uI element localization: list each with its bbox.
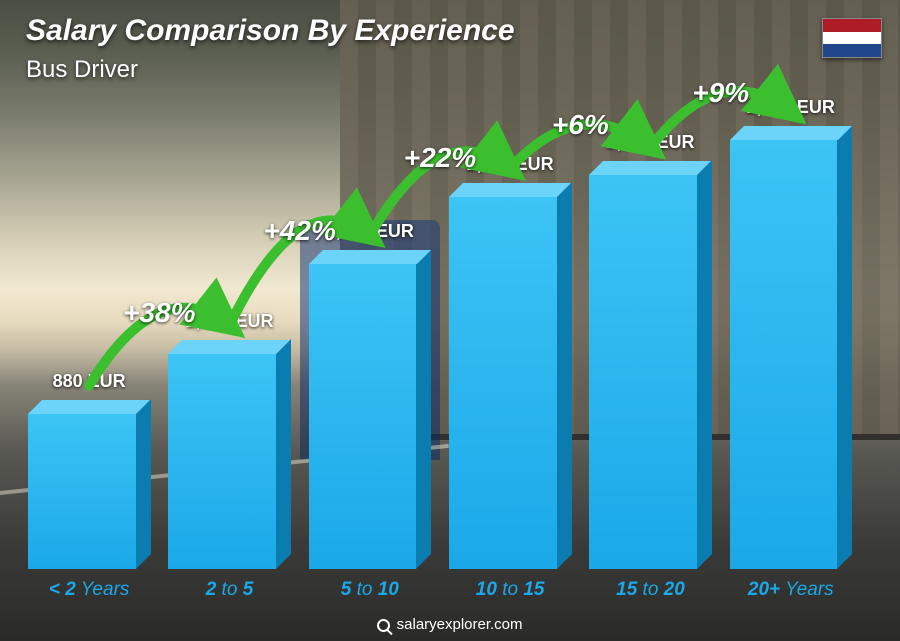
bar: 2,430 EUR	[730, 140, 852, 569]
bar: 2,230 EUR	[589, 175, 711, 569]
bar-front	[309, 264, 417, 569]
bar-top-face	[309, 250, 431, 264]
bar-value-label: 2,230 EUR	[606, 132, 694, 153]
x-axis: < 2 Years 2 to 5 5 to 10 10 to 15 15 to 20 20…	[28, 579, 852, 601]
bar: 880 EUR	[28, 414, 150, 569]
bar-slot: 1,730 EUR	[309, 110, 431, 569]
flag-netherlands	[822, 18, 882, 58]
bar-front	[449, 197, 557, 569]
flag-stripe-2	[823, 44, 881, 57]
x-axis-label: 15 to 20	[589, 579, 711, 601]
pct-badge: +9%	[692, 77, 749, 109]
bar-value-label: 2,430 EUR	[747, 97, 835, 118]
chart-title: Salary Comparison By Experience	[26, 14, 515, 48]
footer-attribution: salaryexplorer.com	[0, 616, 900, 633]
bar-slot: 2,430 EUR	[730, 110, 852, 569]
bar: 1,220 EUR	[168, 354, 290, 569]
pct-badge: +38%	[123, 297, 195, 329]
bar-slot: 2,230 EUR	[589, 110, 711, 569]
bar-front	[589, 175, 697, 569]
pct-badge: +22%	[404, 142, 476, 174]
bar-top-face	[730, 126, 852, 140]
bar-slot: 2,110 EUR	[449, 110, 571, 569]
bar-slot: 1,220 EUR	[168, 110, 290, 569]
bar-side	[276, 339, 291, 569]
bar-value-label: 2,110 EUR	[467, 154, 554, 175]
chart-canvas: Salary Comparison By Experience Bus Driv…	[0, 0, 900, 641]
bar-chart-area: 880 EUR1,220 EUR1,730 EUR2,110 EUR2,230 …	[28, 110, 852, 569]
footer-text: salaryexplorer.com	[397, 616, 523, 633]
bar-top-face	[28, 400, 150, 414]
flag-stripe-1	[823, 32, 881, 45]
bar-front	[168, 354, 276, 569]
bar-value-label: 1,220 EUR	[185, 311, 273, 332]
bar-side	[697, 161, 712, 569]
bar-front	[730, 140, 838, 569]
bar-top-face	[449, 183, 571, 197]
bar-slot: 880 EUR	[28, 110, 150, 569]
pct-badge: +6%	[552, 109, 609, 141]
x-axis-label: 2 to 5	[168, 579, 290, 601]
bar-top-face	[168, 340, 290, 354]
search-icon	[377, 619, 390, 632]
bar-side	[837, 125, 852, 569]
bar-front	[28, 414, 136, 569]
chart-subtitle: Bus Driver	[26, 56, 138, 84]
x-axis-label: < 2 Years	[28, 579, 150, 601]
bar-top-face	[589, 161, 711, 175]
bar-value-label: 880 EUR	[53, 371, 126, 392]
bar-side	[416, 249, 431, 569]
bar: 1,730 EUR	[309, 264, 431, 569]
bar: 2,110 EUR	[449, 197, 571, 569]
bar-value-label: 1,730 EUR	[326, 221, 414, 242]
x-axis-label: 5 to 10	[309, 579, 431, 601]
x-axis-label: 20+ Years	[730, 579, 852, 601]
flag-stripe-0	[823, 19, 881, 32]
bar-side	[136, 399, 151, 569]
x-axis-label: 10 to 15	[449, 579, 571, 601]
bar-side	[557, 182, 572, 569]
pct-badge: +42%	[263, 215, 335, 247]
